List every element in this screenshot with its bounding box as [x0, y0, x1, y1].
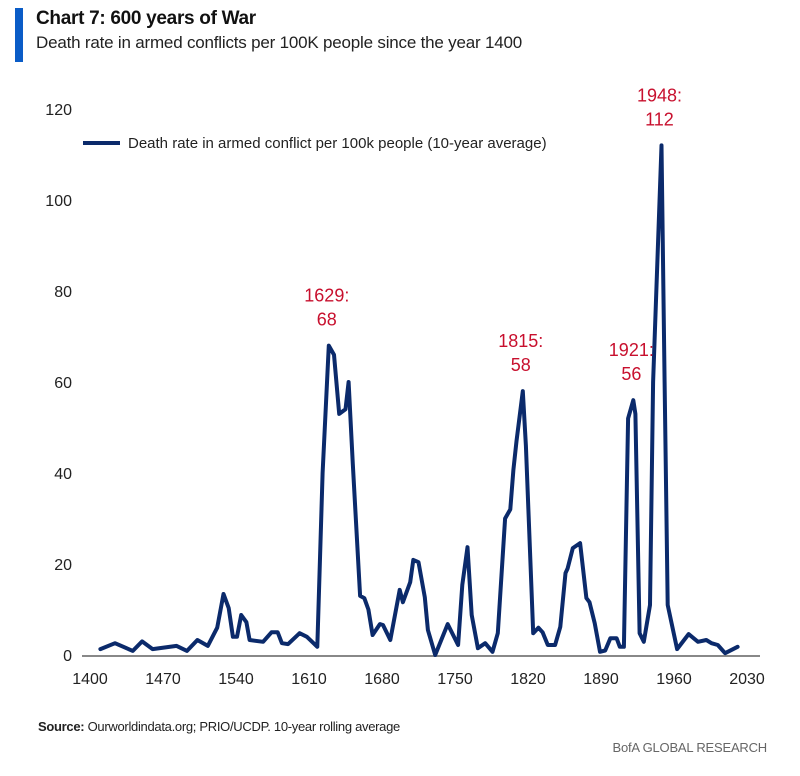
y-tick-label: 80 [54, 284, 72, 301]
chart-subtitle: Death rate in armed conflicts per 100K p… [36, 33, 522, 52]
legend-label: Death rate in armed conflict per 100k pe… [128, 135, 547, 152]
y-tick-label: 120 [45, 102, 72, 119]
x-tick-label: 1400 [72, 671, 108, 688]
x-tick-label: 1890 [583, 671, 619, 688]
x-tick-label: 1960 [656, 671, 692, 688]
y-tick-label: 0 [63, 648, 72, 665]
legend: Death rate in armed conflict per 100k pe… [83, 135, 547, 152]
annotation-value: 56 [621, 364, 641, 384]
y-tick-label: 40 [54, 466, 72, 483]
x-tick-label: 1470 [145, 671, 181, 688]
chart-title: Chart 7: 600 years of War [36, 8, 256, 29]
x-tick-label: 1540 [218, 671, 254, 688]
peak-annotation: 1629: 68 [304, 286, 349, 330]
annotation-year: 1921: [609, 340, 654, 360]
y-tick-label: 60 [54, 375, 72, 392]
y-tick-label: 100 [45, 193, 72, 210]
peak-annotation: 1815: 58 [498, 331, 543, 375]
y-tick-label: 20 [54, 557, 72, 574]
y-axis: 0 20 40 60 80 100 120 [45, 102, 72, 665]
annotation-year: 1629: [304, 286, 349, 306]
x-tick-label: 1680 [364, 671, 400, 688]
annotation-value: 68 [317, 310, 337, 330]
peak-annotation: 1948: 112 [637, 85, 682, 129]
annotation-year: 1815: [498, 331, 543, 351]
series-line [98, 143, 740, 657]
brand-label: BofA GLOBAL RESEARCH [612, 740, 768, 755]
x-tick-label: 2030 [729, 671, 765, 688]
annotation-value: 112 [645, 109, 674, 129]
annotation-value: 58 [511, 355, 531, 375]
peak-annotation: 1921: 56 [609, 340, 654, 384]
source-label: Source: [38, 719, 85, 734]
title-accent-bar [15, 8, 23, 62]
x-tick-label: 1750 [437, 671, 473, 688]
annotation-year: 1948: [637, 85, 682, 105]
x-tick-label: 1610 [291, 671, 327, 688]
source-note: Source: Ourworldindata.org; PRIO/UCDP. 1… [38, 719, 400, 734]
x-tick-label: 1820 [510, 671, 546, 688]
source-text: Ourworldindata.org; PRIO/UCDP. 10-year r… [87, 719, 401, 734]
x-axis: 1400 1470 1540 1610 1680 1750 1820 1890 1960 2030 [72, 671, 765, 688]
